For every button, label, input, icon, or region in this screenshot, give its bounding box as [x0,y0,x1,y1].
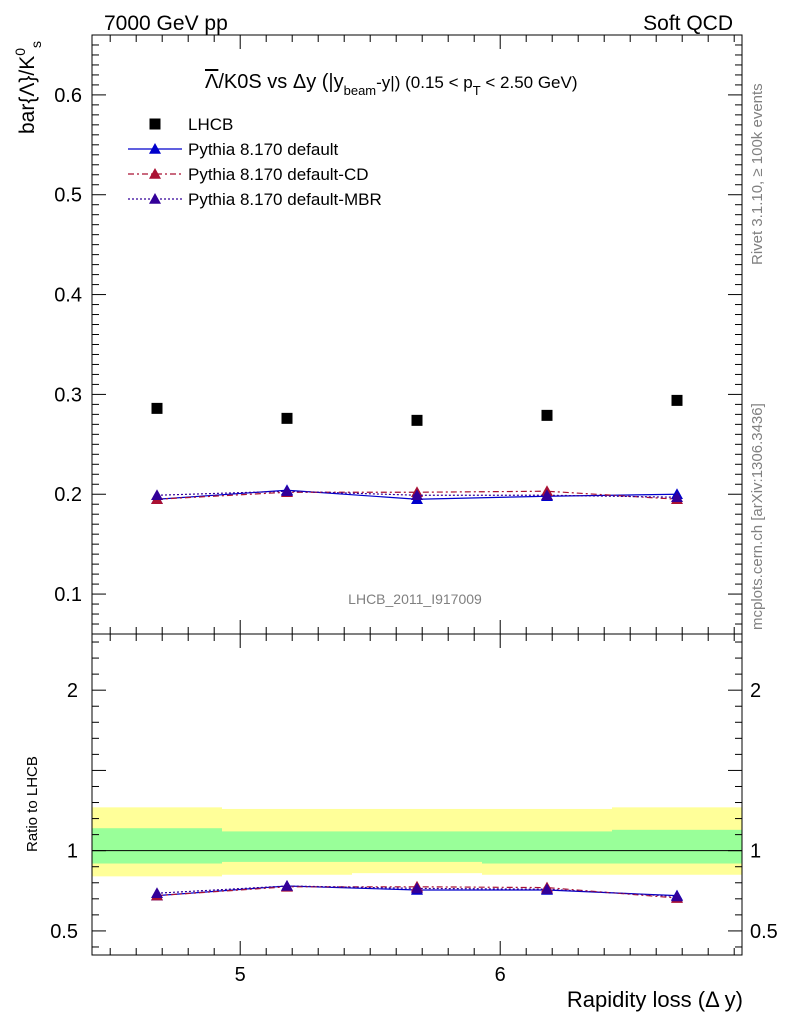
band-inner-2 [352,831,482,862]
y-tick-label: 0.2 [54,484,82,506]
ratio-y-tick-label: 2 [67,680,78,702]
mbr-ratio-point [671,890,683,902]
title-end: < 2.50 GeV) [481,73,578,92]
rivet-label: Rivet 3.1.10, ≥ 100k events [749,83,766,265]
chart-title: Λ/K0S vs Δy (|ybeam-y|) (0.15 < pT < 2.5… [205,71,578,98]
lhcb-point [151,402,163,414]
y-tick-label: 0.3 [54,384,82,406]
band-inner-4 [612,829,742,864]
y-tick-label: 0.4 [54,285,82,307]
header-left: 7000 GeV pp [104,12,228,35]
ratio-y-tick-label: 0.5 [50,921,78,943]
mbr-point [151,489,163,501]
ratio-y-tick-label-right: 2 [750,680,761,702]
y-tick-label: 0.6 [54,85,82,107]
ratio-y-tick-label-right: 0.5 [750,921,778,943]
legend: LHCB Pythia 8.170 default Pythia 8.170 def… [128,115,382,209]
legend-label-data: LHCB [188,115,233,134]
mbr-point [411,489,423,501]
mbr-point [671,491,683,503]
lhcb-point [281,412,293,424]
mbr-ratio-point [281,879,293,891]
ratio-y-axis-label: Ratio to LHCB [24,756,41,852]
legend-label-mbr: Pythia 8.170 default-MBR [188,190,382,209]
mbr-ratio-point [411,882,423,894]
title-rest: /K0S vs Δy (|y [218,71,343,93]
mbr-point [281,485,293,497]
lhcb-point [671,394,683,406]
y-tick-label: 0.1 [54,584,82,606]
lhcb-point [411,414,423,426]
title-T: T [473,83,481,98]
band-inner-1 [222,831,352,862]
legend-marker-mbr [149,193,161,204]
legend-label-cd: Pythia 8.170 default-CD [188,165,369,184]
legend-marker-lhcb [149,118,161,130]
mbr-point [541,489,553,501]
ratio-band [92,807,742,877]
ratio-y-tick-label: 1 [67,841,78,863]
legend-label-default: Pythia 8.170 default [188,140,339,159]
mcplots-label: mcplots.cern.ch [arXiv:1306.3436] [749,403,766,630]
analysis-watermark: LHCB_2011_I917009 [348,591,482,607]
ratio-panel: 5 6 0.5 0.5 1 1 2 2 [50,633,778,986]
cd-line [156,490,678,500]
main-panel: 0.1 0.2 0.3 0.4 0.5 0.6 [54,34,743,635]
legend-marker-cd [149,168,161,179]
title-mid: -y|) (0.15 < p [376,73,473,92]
cd-ratio-line [156,886,678,899]
title-lambda: Λ [205,71,219,93]
title-beam: beam [344,83,377,98]
ratio-frame [91,633,743,956]
y-axis-label: bar{Λ}/K0s [12,41,44,134]
mbr-ratio-point [151,887,163,899]
x-tick-label: 5 [235,964,246,986]
y-tick-label: 0.5 [54,185,82,207]
x-axis-label: Rapidity loss (Δ y) [567,987,743,1012]
legend-marker-default [149,143,161,154]
mbr-ratio-point [541,883,553,894]
ratio-y-tick-label-right: 1 [750,841,761,863]
header-right: Soft QCD [643,12,733,35]
x-tick-label: 6 [495,964,506,986]
band-inner-0 [92,828,222,864]
lhcb-point [541,409,553,421]
band-inner-3 [482,831,612,864]
